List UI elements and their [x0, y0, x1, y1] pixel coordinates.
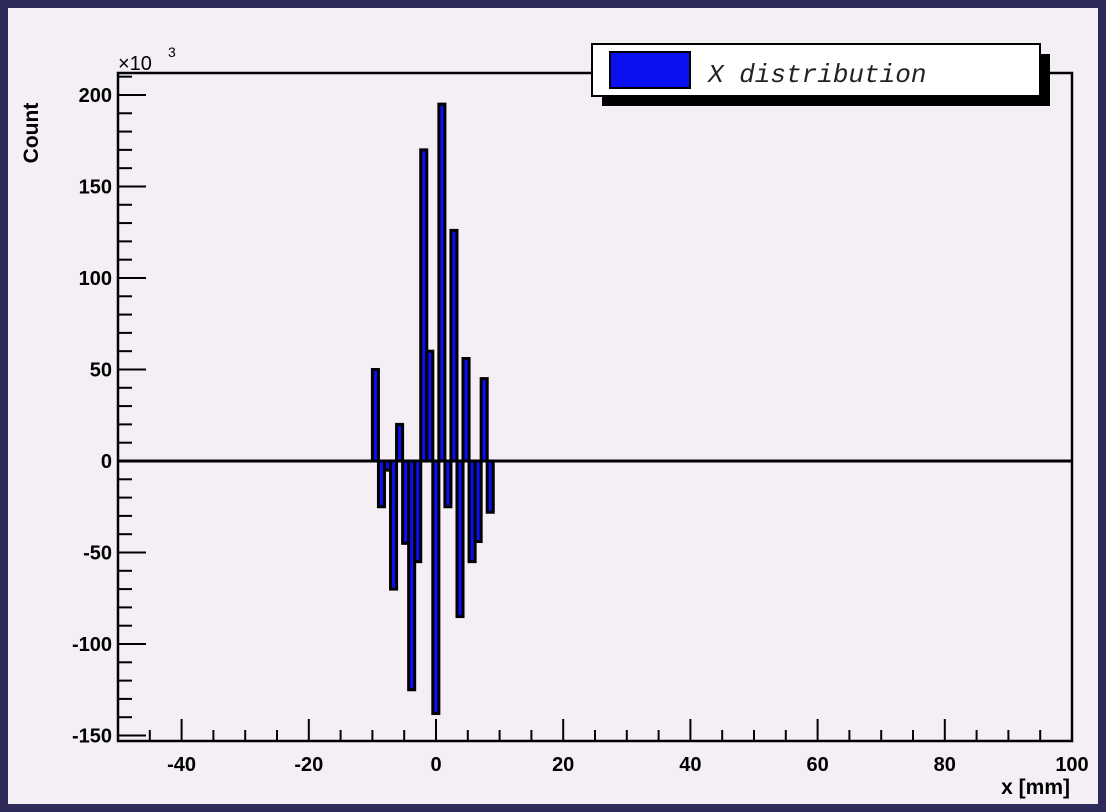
histogram-bar	[461, 357, 471, 463]
y-tick-label: -50	[83, 542, 112, 564]
y-tick-label: 0	[101, 451, 112, 473]
histogram-bar	[431, 459, 441, 716]
legend-swatch	[609, 51, 691, 89]
y-tick-label: 50	[90, 359, 112, 381]
histogram-bar	[443, 459, 453, 509]
histogram-bar	[485, 459, 495, 514]
x-tick-label: -20	[294, 754, 323, 776]
histogram-chart: -40 -20 0 20 40 60 80 100 -150 -100 -50 0 50 100 150 2…	[20, 43, 1089, 799]
histogram-bar	[425, 349, 435, 463]
y-multiplier-label: ×10	[118, 53, 152, 75]
histogram-bar	[413, 459, 423, 564]
x-tick-label: 0	[430, 754, 441, 776]
histogram-bar	[395, 422, 405, 463]
plot-frame	[116, 71, 1074, 743]
x-axis-title: x [mm]	[1001, 776, 1070, 799]
chart-canvas: -40 -20 0 20 40 60 80 100 -150 -100 -50 0 50 100 150 2…	[8, 8, 1098, 804]
y-tick-label: -100	[72, 634, 112, 656]
y-multiplier-exponent: 3	[168, 44, 176, 60]
y-tick-label: -150	[72, 726, 112, 748]
y-tick-label: 150	[79, 176, 112, 198]
x-tick-label: 40	[679, 754, 701, 776]
histogram-bar	[437, 102, 447, 463]
histogram-bar	[449, 228, 459, 463]
histogram-bar	[455, 459, 465, 619]
histogram-bar	[473, 459, 483, 544]
x-tick-label: 60	[806, 754, 828, 776]
x-tick-label: 80	[934, 754, 956, 776]
y-axis-title: Count	[20, 103, 43, 164]
x-axis-ticks: -40 -20 0 20 40 60 80 100	[117, 719, 1089, 776]
y-tick-label: 100	[79, 268, 112, 290]
bars-group	[370, 102, 495, 716]
x-tick-label: 20	[552, 754, 574, 776]
y-tick-label: 200	[79, 85, 112, 107]
histogram-bar	[479, 377, 489, 463]
x-tick-label: -40	[167, 754, 196, 776]
y-axis-ticks: -150 -100 -50 0 50 100 150 200	[72, 75, 146, 748]
histogram-bar	[370, 367, 380, 463]
legend: X distribution	[591, 43, 1050, 106]
legend-label: X distribution	[707, 60, 926, 90]
x-tick-label: 100	[1055, 754, 1088, 776]
histogram-bar	[389, 459, 399, 591]
